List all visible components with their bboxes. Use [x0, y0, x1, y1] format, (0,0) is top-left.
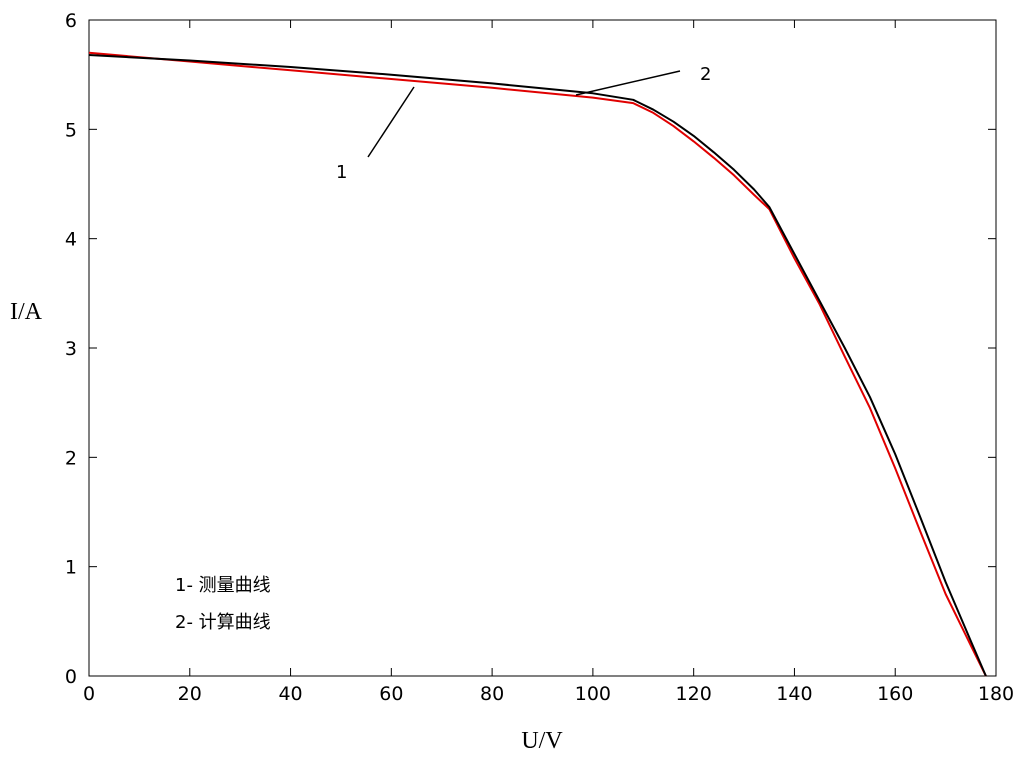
legend-entry-2: 2- 计算曲线	[175, 612, 271, 633]
x-tick-label: 120	[676, 683, 712, 705]
x-tick-label: 140	[776, 683, 812, 705]
annotation-1-label: 1	[336, 162, 347, 183]
series-line-1	[88, 51, 987, 677]
x-tick-label: 20	[178, 683, 202, 705]
x-tick-label: 0	[83, 683, 95, 705]
series-group	[88, 51, 987, 677]
y-tick-label: 2	[65, 447, 77, 469]
annotation-2-label: 2	[700, 64, 711, 85]
x-tick-label: 40	[278, 683, 302, 705]
y-axis-title: I/A	[10, 299, 43, 325]
x-tick-label: 60	[379, 683, 403, 705]
labels: 0 20 40 60 80 100 120 140 160 180 0 1 2 3 4 5 6	[65, 10, 1014, 705]
ticks	[88, 19, 997, 677]
y-tick-label: 3	[65, 338, 77, 360]
y-tick-label: 4	[65, 229, 77, 251]
annotation-2-leader	[575, 70, 681, 96]
series-line-2	[88, 54, 987, 677]
y-tick-label: 6	[65, 10, 77, 32]
x-tick-label: 100	[575, 683, 611, 705]
x-axis-title: U/V	[521, 728, 563, 754]
x-tick-label: 80	[480, 683, 504, 705]
legend-entry-1: 1- 测量曲线	[175, 575, 271, 596]
y-tick-label: 0	[65, 666, 77, 688]
y-tick-label: 1	[65, 557, 77, 579]
x-tick-label: 180	[978, 683, 1014, 705]
annotation-1-leader	[367, 86, 415, 158]
x-tick-label: 160	[877, 683, 913, 705]
y-tick-label: 5	[65, 119, 77, 141]
